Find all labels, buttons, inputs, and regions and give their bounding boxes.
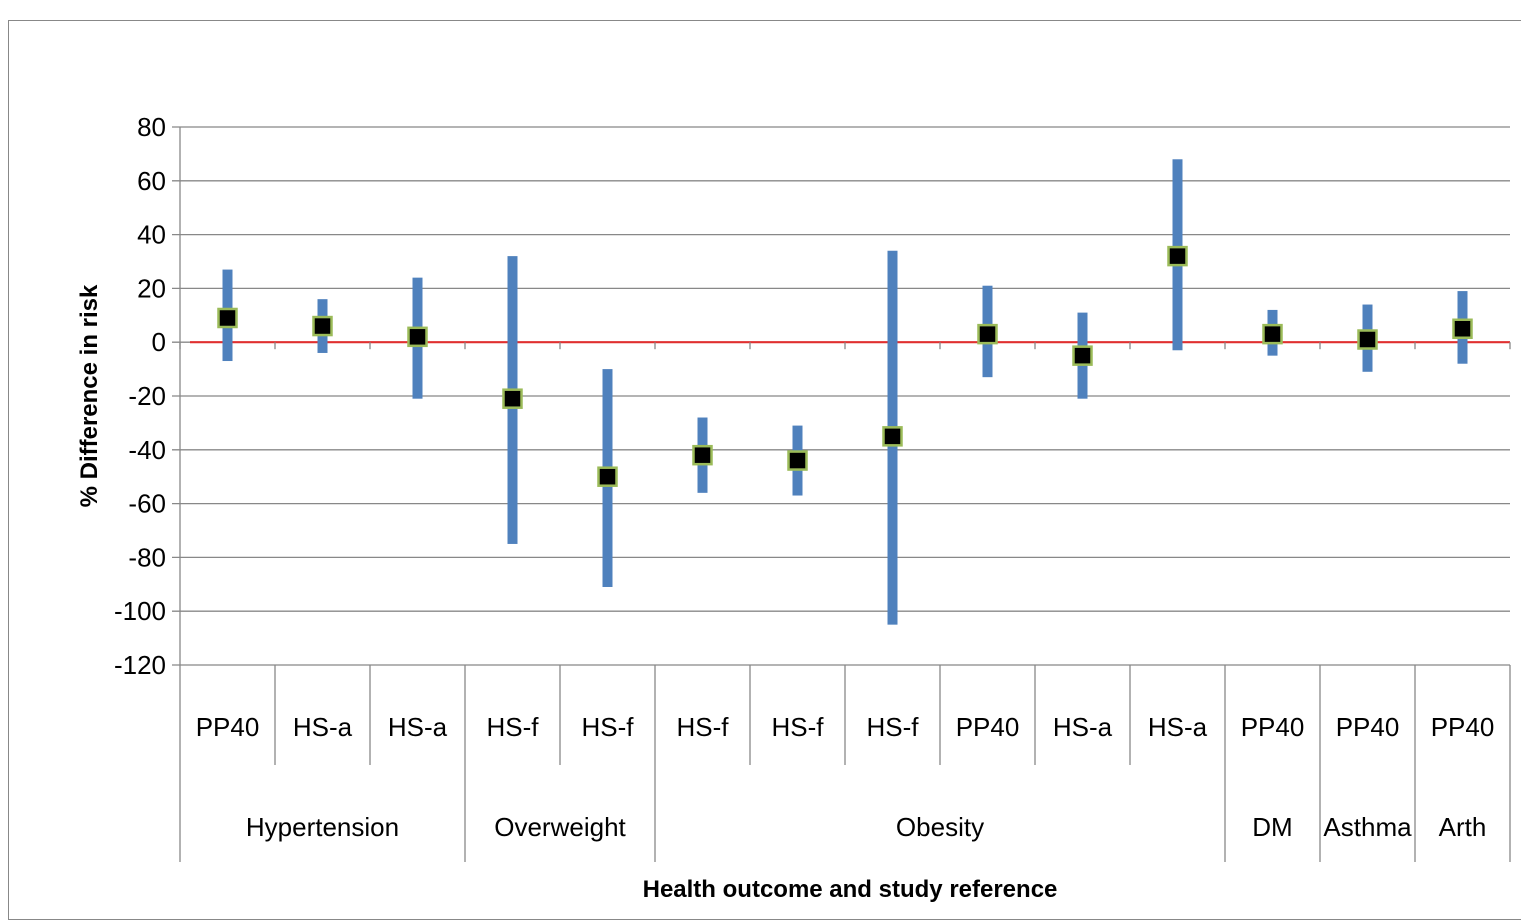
category-label: PP40 xyxy=(1241,712,1305,742)
category-label: PP40 xyxy=(956,712,1020,742)
point-marker xyxy=(1452,318,1473,339)
group-label: Arth xyxy=(1439,812,1487,842)
y-tick-label: -100 xyxy=(114,596,166,626)
x-axis-label: Health outcome and study reference xyxy=(643,876,1058,903)
x-axis: PP40 HS-a HS-a HS-f HS-f HS-f HS-f HS-f PP40 HS-a… xyxy=(179,665,1511,862)
y-tick-label: -20 xyxy=(128,381,166,411)
category-label: PP40 xyxy=(196,712,260,742)
point-marker xyxy=(1262,323,1283,345)
point-marker xyxy=(692,444,713,466)
point-markers xyxy=(217,245,1473,487)
point-marker xyxy=(787,450,808,471)
point-marker xyxy=(407,326,428,348)
point-marker xyxy=(502,388,523,409)
group-label: Asthma xyxy=(1323,812,1412,842)
category-label: HS-a xyxy=(388,712,448,742)
y-axis-label: % Difference in risk xyxy=(76,284,103,507)
category-label: PP40 xyxy=(1431,712,1495,742)
category-label: PP40 xyxy=(1336,712,1400,742)
point-marker xyxy=(977,323,998,345)
y-tick-label: 20 xyxy=(137,273,166,303)
category-label: HS-a xyxy=(1053,712,1113,742)
group-label: Hypertension xyxy=(246,812,399,842)
group-label: Overweight xyxy=(494,812,626,842)
y-tick-label: 0 xyxy=(152,327,166,357)
grid-lines xyxy=(172,126,1511,666)
group-label: Obesity xyxy=(896,812,984,842)
point-marker xyxy=(597,466,618,487)
error-bars xyxy=(222,159,1468,625)
category-label: HS-f xyxy=(582,712,635,742)
point-marker xyxy=(882,426,903,447)
point-marker xyxy=(217,307,238,329)
y-tick-label: 60 xyxy=(137,166,166,196)
category-label: HS-f xyxy=(867,712,920,742)
y-tick-label: 80 xyxy=(137,112,166,142)
point-marker xyxy=(1072,345,1093,366)
group-label: DM xyxy=(1252,812,1292,842)
y-tick-label: -120 xyxy=(114,650,166,680)
y-tick-label: -40 xyxy=(128,435,166,465)
point-marker xyxy=(312,315,333,337)
category-label: HS-f xyxy=(487,712,540,742)
y-tick-label: -80 xyxy=(128,542,166,572)
y-tick-label: 40 xyxy=(137,220,166,250)
category-label: HS-f xyxy=(677,712,730,742)
category-label: HS-f xyxy=(772,712,825,742)
category-label: HS-a xyxy=(293,712,353,742)
point-marker xyxy=(1167,245,1188,267)
y-axis: 80 60 40 20 0 -20 -40 -60 -80 -100 -120 xyxy=(114,112,181,680)
y-tick-label: -60 xyxy=(128,489,166,519)
category-label: HS-a xyxy=(1148,712,1208,742)
point-marker xyxy=(1357,329,1378,350)
